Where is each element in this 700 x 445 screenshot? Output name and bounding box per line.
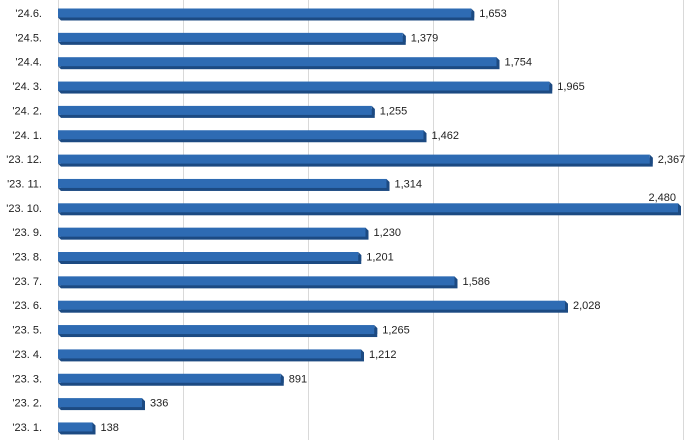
bar (58, 252, 359, 261)
category-label: '24. 2. (12, 105, 42, 117)
category-label: '23. 4. (12, 349, 42, 361)
bar (58, 373, 281, 383)
bar (58, 300, 565, 310)
bar (58, 8, 472, 18)
bar (58, 154, 650, 164)
category-label: '23. 10. (6, 203, 42, 215)
category-label: '23. 12. (6, 154, 42, 166)
value-label: 1,754 (505, 57, 533, 69)
value-label: 1,653 (479, 8, 507, 20)
value-label: 336 (150, 398, 168, 410)
bar (58, 349, 361, 359)
bar (58, 57, 497, 67)
bar (58, 178, 387, 188)
bar (58, 105, 372, 115)
bar (58, 81, 550, 91)
value-label: 2,367 (658, 154, 686, 166)
category-label: '24. 1. (12, 130, 42, 142)
category-label: '23. 5. (12, 325, 42, 337)
value-label: 1,265 (382, 325, 410, 337)
bar (58, 398, 142, 408)
category-label: '23. 2. (12, 398, 42, 410)
value-label: 2,480 (648, 192, 676, 204)
value-label: 1,379 (411, 32, 439, 44)
category-label: '23. 8. (12, 252, 42, 264)
value-label: 1,212 (369, 349, 397, 361)
value-label: 2,028 (573, 300, 601, 312)
value-label: 891 (289, 373, 307, 385)
value-label: 1,201 (366, 252, 394, 264)
bar (58, 276, 455, 286)
category-label: '24. 3. (12, 81, 42, 93)
category-label: '23. 9. (12, 227, 42, 239)
value-label: 1,586 (463, 276, 491, 288)
bar (58, 227, 366, 237)
bar (58, 130, 424, 140)
category-label: '23. 11. (7, 178, 42, 190)
value-label: 138 (101, 422, 119, 434)
bar (58, 32, 403, 42)
category-label: '23. 1. (12, 422, 42, 434)
bar (58, 203, 678, 213)
category-label: '23. 7. (12, 276, 42, 288)
label-layer: '24.6. 1,653 '24.5. 1,379 '24.4. 1,754 '24. 3.… (6, 8, 685, 434)
value-label: 1,314 (395, 178, 423, 190)
bar (58, 422, 93, 432)
category-label: '24.6. (15, 8, 42, 20)
grid-layer (58, 0, 684, 440)
value-label: 1,255 (380, 105, 408, 117)
value-label: 1,230 (374, 227, 402, 239)
category-label: '24.5. (15, 32, 42, 44)
category-label: '24.4. (15, 57, 42, 69)
value-label: 1,965 (557, 81, 585, 93)
bar (58, 325, 375, 335)
category-label: '23. 3. (12, 373, 42, 385)
value-label: 1,462 (432, 130, 460, 142)
category-label: '23. 6. (12, 300, 42, 312)
bar-layer (58, 8, 681, 435)
